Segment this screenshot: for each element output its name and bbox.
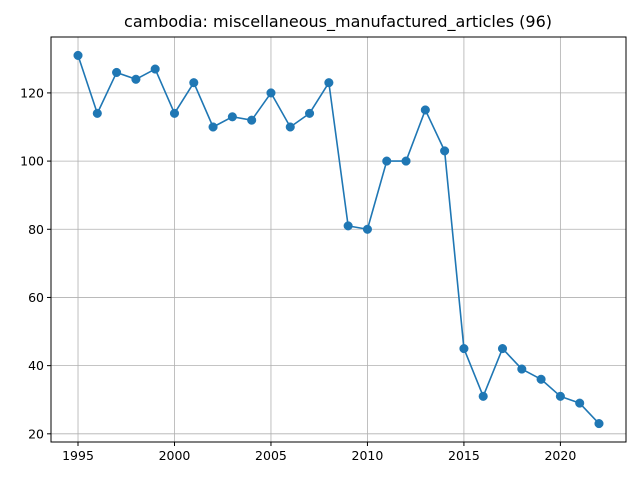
series-line [77, 55, 600, 425]
data-point [247, 115, 257, 125]
data-point [594, 419, 604, 429]
y-tick-label: 60 [28, 290, 44, 305]
x-tick-label: 2000 [159, 448, 191, 463]
data-point [478, 391, 488, 401]
data-point [285, 122, 295, 132]
data-point [420, 105, 430, 115]
data-point [536, 374, 546, 384]
y-tick-label: 40 [28, 358, 44, 373]
chart-title: cambodia: miscellaneous_manufactured_art… [124, 12, 552, 32]
data-point [92, 108, 102, 118]
data-point [189, 78, 199, 88]
y-tick-label: 100 [20, 154, 44, 169]
grid [51, 37, 626, 442]
data-point [362, 224, 372, 234]
x-tick-label: 2005 [255, 448, 287, 463]
data-point [227, 112, 237, 122]
plot-frame [50, 36, 627, 443]
data-point [517, 364, 527, 374]
data-point [440, 146, 450, 156]
data-point [305, 108, 315, 118]
y-tick-label: 120 [20, 85, 44, 100]
axes [50, 36, 627, 443]
x-tick-label: 2015 [448, 448, 480, 463]
y-tick-label: 80 [28, 222, 44, 237]
data-point [401, 156, 411, 166]
y-axis-ticks: 20 40 60 80 100 120 [20, 85, 51, 441]
data-point [131, 74, 141, 84]
data-point [382, 156, 392, 166]
data-point [343, 221, 353, 231]
data-point [112, 67, 122, 78]
series-layer [73, 50, 604, 429]
y-tick-label: 20 [28, 426, 44, 441]
x-tick-label: 1995 [62, 448, 94, 463]
x-tick-label: 2010 [352, 448, 384, 463]
data-point [497, 344, 508, 354]
data-point [150, 64, 160, 74]
data-point [208, 122, 218, 132]
data-point [73, 50, 83, 60]
data-point [459, 344, 469, 354]
data-point [266, 88, 276, 98]
data-point [555, 391, 565, 401]
data-point [324, 78, 334, 88]
x-axis-ticks: 1995 2000 2005 2010 2015 2020 [62, 442, 576, 463]
x-tick-label: 2020 [544, 448, 576, 463]
data-point [169, 108, 180, 118]
data-point [575, 398, 585, 408]
